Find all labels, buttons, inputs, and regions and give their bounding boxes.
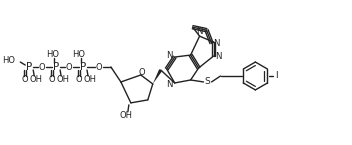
Text: S: S: [205, 77, 210, 86]
Text: N: N: [166, 51, 173, 60]
Text: P: P: [53, 62, 59, 72]
Text: N: N: [166, 80, 173, 89]
Text: O: O: [96, 62, 102, 71]
Text: OH: OH: [30, 75, 43, 85]
Text: OH: OH: [83, 75, 96, 85]
Text: OH: OH: [57, 75, 70, 85]
Text: O: O: [138, 68, 145, 77]
Text: O: O: [66, 62, 73, 71]
Text: HO: HO: [2, 56, 15, 65]
Text: N: N: [196, 27, 203, 36]
Text: N: N: [215, 52, 222, 61]
Text: O: O: [49, 75, 56, 85]
Polygon shape: [153, 69, 162, 84]
Text: P: P: [26, 62, 32, 72]
Text: HO: HO: [73, 50, 86, 59]
Text: P: P: [80, 62, 86, 72]
Text: I: I: [275, 71, 278, 80]
Text: N: N: [213, 39, 220, 48]
Text: OH: OH: [119, 111, 132, 120]
Text: O: O: [22, 75, 29, 85]
Text: HO: HO: [46, 50, 59, 59]
Text: O: O: [76, 75, 82, 85]
Text: O: O: [39, 62, 45, 71]
